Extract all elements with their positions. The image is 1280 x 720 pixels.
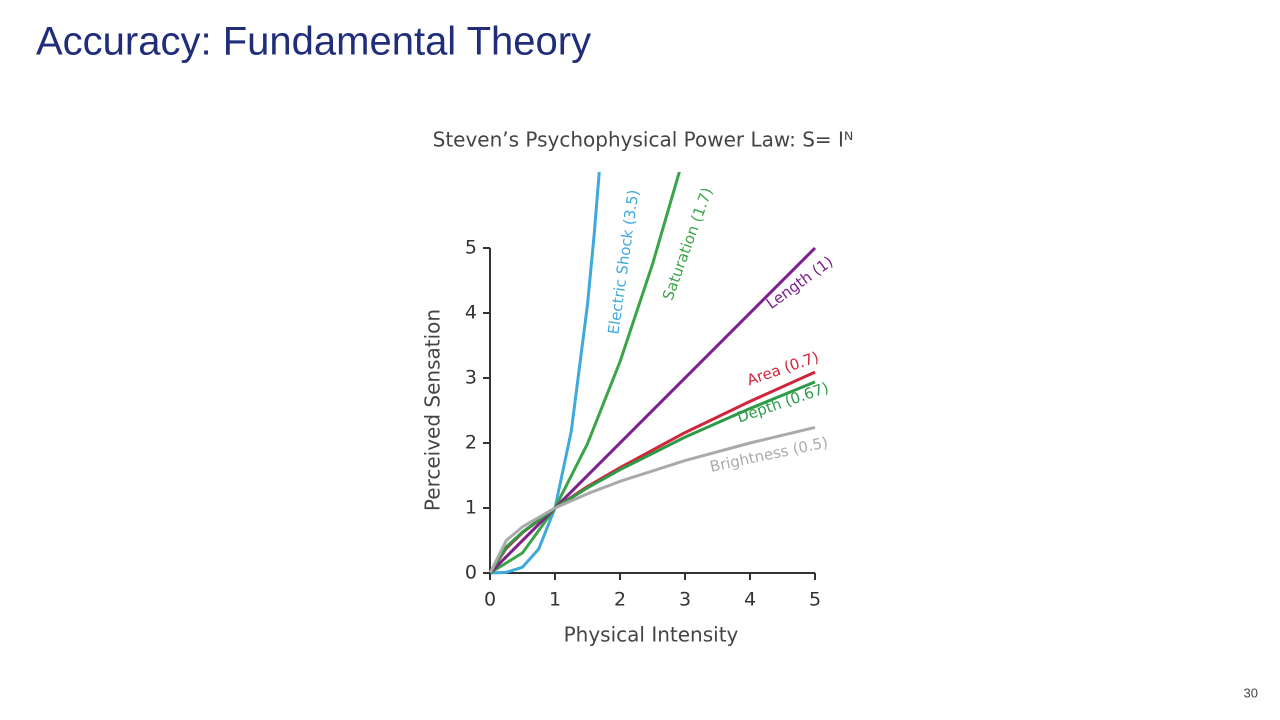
series-label: Saturation (1.7) <box>659 185 716 303</box>
series-line <box>488 246 817 575</box>
series-line <box>489 172 681 575</box>
x-tick-label: 1 <box>549 589 561 611</box>
x-tick-label: 0 <box>484 589 496 611</box>
x-tick-label: 4 <box>744 589 756 611</box>
x-tick-label: 5 <box>809 589 821 611</box>
series-line <box>488 380 816 574</box>
y-tick-label: 0 <box>465 562 477 584</box>
y-tick-label: 4 <box>465 302 477 324</box>
y-axis-label: Perceived Sensation <box>421 309 445 511</box>
page-number: 30 <box>1244 685 1258 700</box>
y-tick-label: 3 <box>465 367 477 389</box>
y-tick-label: 2 <box>465 432 477 454</box>
y-tick-label: 5 <box>465 237 477 259</box>
plot-area <box>488 172 817 575</box>
series-line <box>489 172 601 575</box>
x-axis-label: Physical Intensity <box>564 623 739 647</box>
x-tick-label: 3 <box>679 589 691 611</box>
x-tick-label: 2 <box>614 589 626 611</box>
y-tick-label: 1 <box>465 497 477 519</box>
series-line <box>488 425 816 574</box>
slide-title: Accuracy: Fundamental Theory <box>36 20 591 64</box>
chart-title: Steven’s Psychophysical Power Law: S= Iᴺ <box>433 128 854 152</box>
